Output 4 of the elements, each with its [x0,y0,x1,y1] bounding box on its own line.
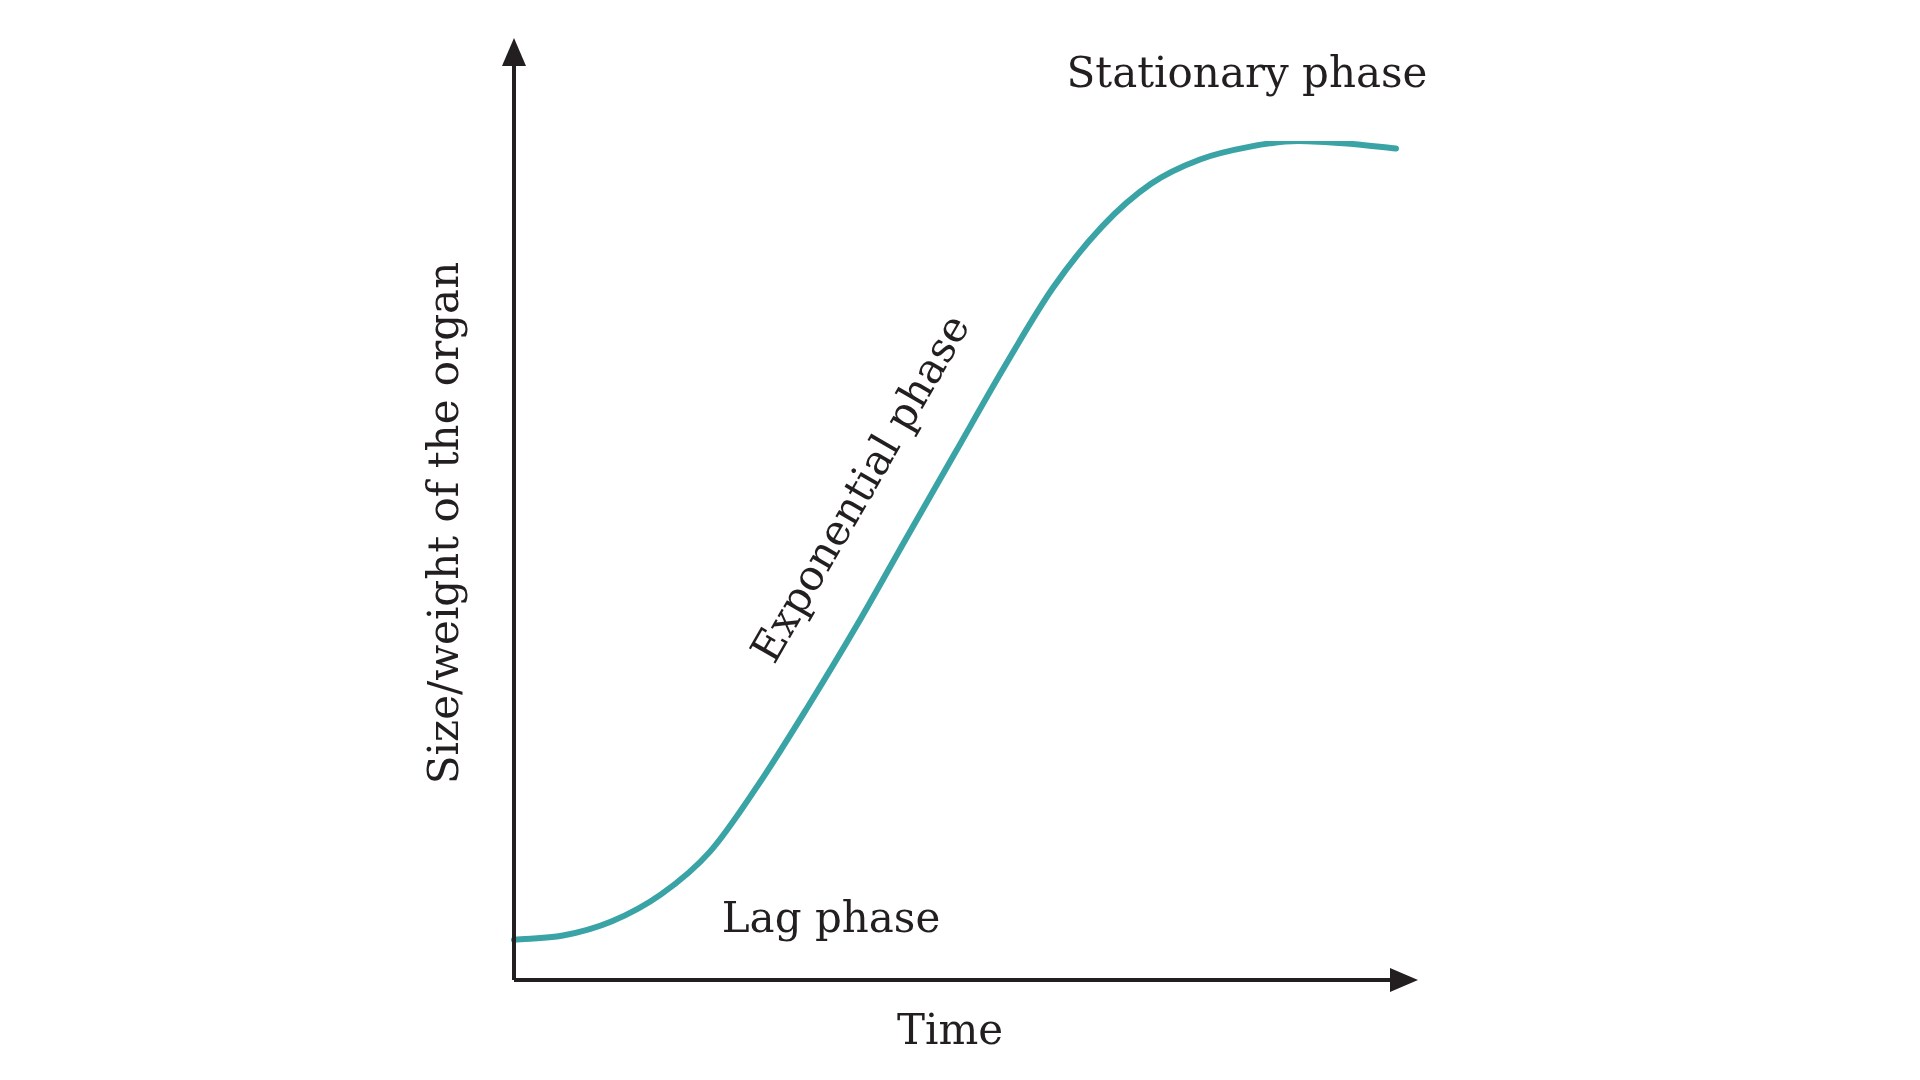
text: Stationary phase [1066,47,1428,97]
x-axis-title: Time [896,1004,1004,1054]
y-axis-title: Size/weight of the organ [418,261,468,785]
annotation: Lag phase [721,892,941,942]
